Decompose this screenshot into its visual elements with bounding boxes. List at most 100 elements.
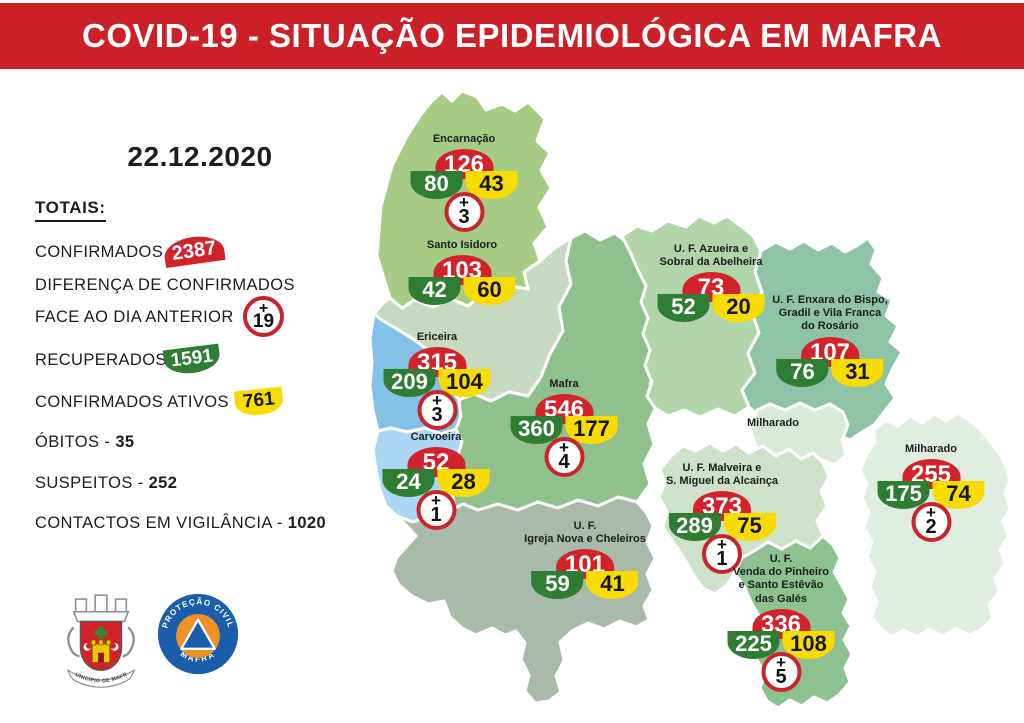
recovered-active-row: 225 108 [727,630,835,659]
region-label: Mafra [549,378,579,390]
region-marker-santo_isidoro: Santo Isidoro 103 42 60 [408,239,516,306]
municipio-mafra-coat-of-arms: MUNICÍPIO DE MAFRA [62,586,136,688]
mural-crown-icon [72,594,130,623]
plus-sign: + [717,535,727,555]
region-marker-enxara: U. F. Enxara do Bispo, Gradil e Vila Fran… [772,294,888,387]
region-label: U. F. Enxara do Bispo, Gradil e Vila Fran… [772,294,888,333]
right-scroll-ornament [122,626,135,658]
recovered-badge: 52 [657,294,710,323]
recovered-badge: 76 [776,358,829,387]
new-cases-value: 5 [775,665,787,688]
region-marker-encarnacao: Encarnação 126 80 43 +3 [410,133,518,233]
region-label: Encarnação [432,133,496,145]
plus-sign: + [776,652,786,672]
report-date: 22.12.2020 [127,141,273,172]
new-cases-circle: +4 [544,437,584,478]
region-marker-venda: U. F. Venda do Pinheiro e Santo Estêvão das… [727,553,835,692]
ribbon [66,668,136,688]
recuperados-total-badge: 1591 [162,343,222,377]
region-marker-carvoeira: Carvoeira 52 24 28 +1 [382,431,490,531]
region-marker-malveira: U. F. Malveira e S. Miguel da Alcainça 373… [665,462,779,575]
region-label: Ericeira [416,331,458,343]
plus-sign: + [258,299,269,317]
diferenca-value: 19 [252,310,275,332]
tower-icon [90,639,112,663]
recovered-active-row: 76 31 [776,358,884,387]
obitos-value: 35 [115,433,135,451]
new-cases-circle: +1 [416,490,456,531]
region-label: U. F. Igreja Nova e Cheleiros [524,520,646,546]
suspeitos-row: SUSPEITOS - 252 [35,474,177,493]
active-badge: 20 [712,294,765,323]
recovered-badge: 59 [531,571,584,600]
diferenca-circle: + 19 [243,296,284,337]
protection-triangle-icon [180,618,216,650]
new-cases-value: 3 [431,404,443,427]
recovered-badge: 289 [668,513,721,542]
region-marker-azueira: U. F. Azueira e Sobral da Abelheira 73 52 20 [657,243,765,323]
region-label: Carvoeira [410,431,462,443]
confirmados-label: CONFIRMADOS [35,243,164,261]
recovered-active-row: 42 60 [408,277,516,306]
obitos-label: ÓBITOS - [35,433,111,451]
active-badge: 41 [586,571,639,600]
confirmados-total-badge: 2387 [162,232,226,269]
region-marker-milharado_west: Milharado [747,417,799,433]
plus-sign: + [559,438,569,458]
recovered-active-row: 289 75 [668,513,776,542]
region-marker-ericeira: Ericeira 315 209 104 +3 [383,331,491,431]
new-cases-value: 1 [716,548,728,571]
region-label: U. F. Malveira e S. Miguel da Alcainça [665,462,779,488]
cross-icon [94,626,108,640]
new-cases-value: 1 [430,504,442,527]
region-marker-igreja_nova: U. F. Igreja Nova e Cheleiros 101 59 41 [524,520,646,600]
new-cases-circle: +2 [911,502,951,543]
contactos-label: CONTACTOS EM VIGILÂNCIA - [35,514,283,532]
diferenca-label-line2: FACE AO DIA ANTERIOR [35,308,234,326]
protecao-civil-mafra-logo: PROTEÇÃO CIVIL MAFRA [157,593,239,675]
recovered-active-row: 52 20 [657,294,765,323]
recovered-active-row: 80 43 [410,171,518,200]
region-label: U. F. Azueira e Sobral da Abelheira [659,243,763,269]
active-badge: 74 [932,481,985,510]
crescent-icons [83,642,119,651]
new-cases-circle: +3 [444,192,484,233]
recuperados-label: RECUPERADOS [35,351,167,369]
active-badge: 60 [463,277,516,306]
obitos-row: ÓBITOS - 35 [35,433,134,452]
recovered-badge: 175 [877,481,930,510]
recovered-badge: 225 [727,630,780,659]
recovered-badge: 42 [408,277,461,306]
recovered-badge: 80 [410,171,463,200]
recovered-active-row: 59 41 [531,571,639,600]
new-cases-circle: +3 [417,390,457,431]
new-cases-circle: +5 [761,651,801,692]
region-label: Santo Isidoro [426,239,498,251]
page-title: COVID-19 - SITUAÇÃO EPIDEMIOLÓGICA EM MA… [82,17,942,54]
left-scroll-ornament [67,626,80,658]
active-badge: 31 [831,358,884,387]
suspeitos-value: 252 [148,474,178,492]
ativos-label: CONFIRMADOS ATIVOS [35,393,229,411]
new-cases-value: 3 [458,206,470,229]
region-label: Milharado [905,443,957,455]
diferenca-label-line1: DIFERENÇA DE CONFIRMADOS [35,276,295,294]
new-cases-value: 4 [558,451,570,474]
plus-sign: + [459,193,469,213]
header-banner: COVID-19 - SITUAÇÃO EPIDEMIOLÓGICA EM MA… [0,3,1024,69]
totals-heading: TOTAIS: [35,198,106,222]
region-marker-milharado: Milharado 255 175 74 +2 [877,443,985,543]
plus-sign: + [432,391,442,411]
region-label: Milharado [747,417,799,429]
plus-sign: + [431,491,441,511]
plus-sign: + [926,503,936,523]
region-marker-mafra: Mafra 546 360 177 +4 [510,378,618,478]
recovered-active-row: 175 74 [877,481,985,510]
region-label: U. F. Venda do Pinheiro e Santo Estêvão das… [733,553,829,605]
contactos-row: CONTACTOS EM VIGILÂNCIA - 1020 [35,514,326,533]
suspeitos-label: SUSPEITOS - [35,474,144,492]
new-cases-circle: +1 [701,534,742,575]
region-shape-igreja-nova [390,495,657,705]
ativos-total-badge: 761 [233,386,285,418]
contactos-value: 1020 [287,514,327,532]
